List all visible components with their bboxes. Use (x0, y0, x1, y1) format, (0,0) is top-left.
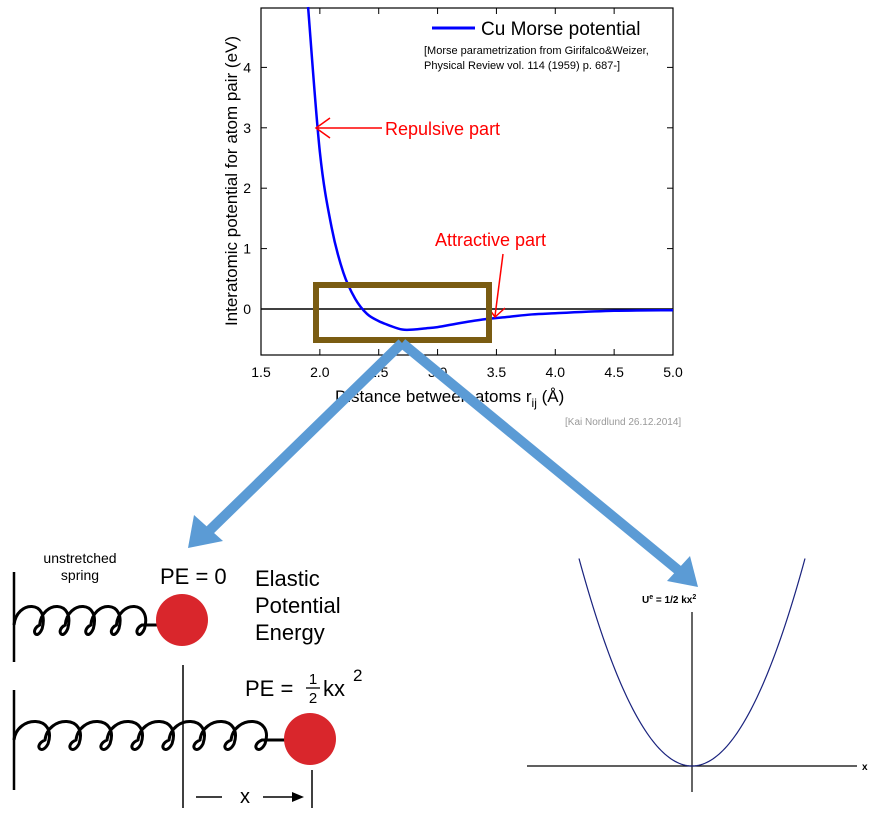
x-axis-label: Distance between atoms rij (Å) (335, 387, 564, 410)
zoom-arrows (188, 339, 698, 587)
parabola-curve (578, 558, 806, 767)
x-tick-label: 5.0 (663, 364, 683, 380)
pe-formula-numerator: 1 (309, 671, 317, 688)
unstretched-label-line1: unstretched (43, 550, 116, 566)
bottom-spring (12, 720, 286, 751)
repulsive-arrow (314, 117, 382, 139)
x-tick-label: 3.5 (487, 364, 507, 380)
top-ball (156, 594, 208, 646)
y-axis-ticks: 0 1 2 3 4 (243, 59, 673, 317)
x-axis-label-subscript: ij (532, 396, 537, 410)
parabola-title-rest: = 1/2 kx (653, 595, 693, 606)
x-tick-label: 1.5 (251, 364, 271, 380)
parabola-title-sup: e (649, 594, 653, 601)
plot-frame (260, 7, 674, 356)
reference-line-2: Physical Review vol. 114 (1959) p. 687-] (424, 60, 620, 72)
displacement-arrow-head (292, 792, 304, 802)
left-arrow-head (188, 515, 223, 548)
pe-zero-label: PE = 0 (160, 564, 227, 589)
pe-formula-prefix: PE = (245, 676, 293, 701)
bottom-ball (284, 713, 336, 765)
parabola-title-u: U (642, 595, 649, 606)
unstretched-label-line2: spring (61, 567, 99, 583)
pe-formula: PE = 1 2 kx 2 (245, 666, 362, 707)
pe-formula-denominator: 2 (309, 690, 317, 707)
y-tick-label: 4 (243, 59, 251, 75)
x-tick-label: 2.0 (310, 364, 330, 380)
spring-panel: unstretched spring PE = 0 Elastic Potent… (12, 550, 362, 808)
left-zoom-arrow (206, 339, 406, 534)
repulsive-label: Repulsive part (385, 119, 500, 139)
legend-label: Cu Morse potential (481, 19, 640, 40)
elastic-title-line1: Elastic (255, 566, 320, 591)
pe-formula-exponent: 2 (353, 666, 362, 685)
elastic-title-line2: Potential (255, 593, 341, 618)
top-spring (12, 605, 158, 636)
parabola-title-exp: 2 (692, 594, 696, 601)
right-zoom-arrow (398, 339, 682, 574)
parabola-panel: Ue = 1/2 kx2 x (527, 558, 868, 792)
y-tick-label: 0 (243, 301, 251, 317)
y-axis-label: Interatomic potential for atom pair (eV) (222, 36, 241, 326)
y-tick-label: 3 (243, 120, 251, 136)
elastic-title-line3: Energy (255, 620, 325, 645)
x-axis-label-unit: (Å) (537, 387, 564, 406)
pe-formula-variable: kx (323, 676, 345, 701)
right-arrow-head (667, 556, 698, 587)
parabola-title: Ue = 1/2 kx2 (642, 594, 696, 606)
reference-line-1: [Morse parametrization from Girifalco&We… (424, 45, 649, 57)
x-tick-label: 4.5 (604, 364, 624, 380)
x-tick-label: 4.0 (546, 364, 566, 380)
x-axis-label-main: Distance between atoms r (335, 387, 532, 406)
attractive-label: Attractive part (435, 230, 546, 250)
y-tick-label: 1 (243, 241, 251, 257)
parabola-x-label: x (862, 762, 868, 773)
highlight-box (313, 282, 492, 343)
y-tick-label: 2 (243, 180, 251, 196)
morse-curve (306, 6, 674, 332)
displacement-label: x (240, 786, 250, 808)
credit-text: [Kai Nordlund 26.12.2014] (565, 417, 681, 428)
